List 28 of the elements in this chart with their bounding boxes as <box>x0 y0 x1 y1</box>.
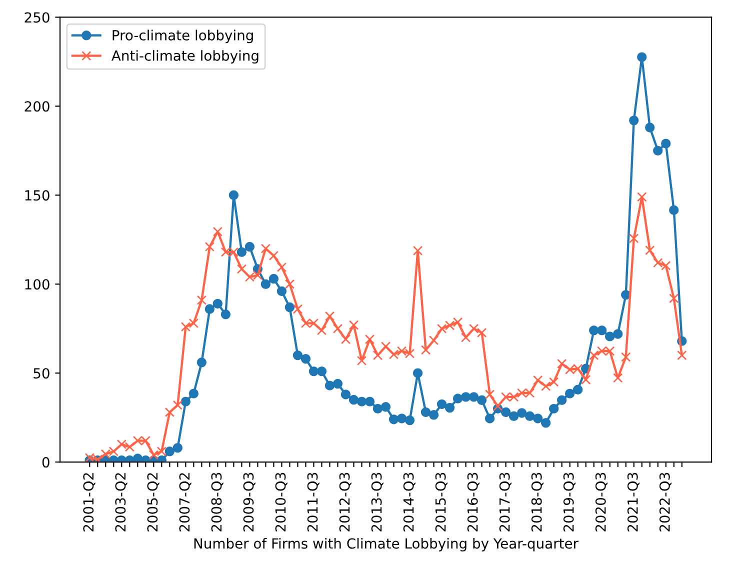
x-tick-label: 2003-Q2 <box>115 473 128 532</box>
x-tick-label: 2016-Q3 <box>467 472 480 532</box>
x-tick-label: 2012-Q3 <box>339 472 352 532</box>
x-tick-label: 2021-Q3 <box>627 472 640 532</box>
x-tick-label: 2008-Q3 <box>211 472 224 532</box>
x-tick-label: 2018-Q3 <box>531 472 544 532</box>
x-tick-label: 2022-Q3 <box>659 472 672 532</box>
x-tick-label: 2007-Q2 <box>179 473 192 532</box>
x-tick-label: 2001-Q2 <box>83 473 96 532</box>
x-tick-label: 2017-Q3 <box>499 472 512 532</box>
x-tick-label: 2010-Q3 <box>275 472 288 532</box>
y-tick-label: 250 <box>24 12 50 23</box>
legend-label: Anti-climate lobbying <box>112 50 258 64</box>
x-tick-label: 2009-Q3 <box>243 472 256 532</box>
y-tick-label: 0 <box>42 457 50 468</box>
x-tick-label: 2011-Q3 <box>307 472 320 532</box>
x-tick-label: 2019-Q3 <box>563 472 576 532</box>
y-tick-label: 150 <box>25 190 50 201</box>
x-axis-title: Number of Firms with Climate Lobbying by Year-quarter <box>194 538 579 552</box>
y-tick-label: 100 <box>25 279 50 290</box>
x-tick-label: 2005-Q2 <box>147 473 160 532</box>
x-tick-label: 2013-Q3 <box>371 472 384 532</box>
x-tick-label: 2015-Q3 <box>435 472 448 532</box>
x-tick-label: 2020-Q3 <box>595 472 608 532</box>
y-tick-label: 50 <box>34 368 50 379</box>
x-tick-label: 2014-Q3 <box>403 472 416 532</box>
legend-label: Pro-climate lobbying <box>112 30 253 44</box>
y-tick-label: 200 <box>24 101 50 112</box>
